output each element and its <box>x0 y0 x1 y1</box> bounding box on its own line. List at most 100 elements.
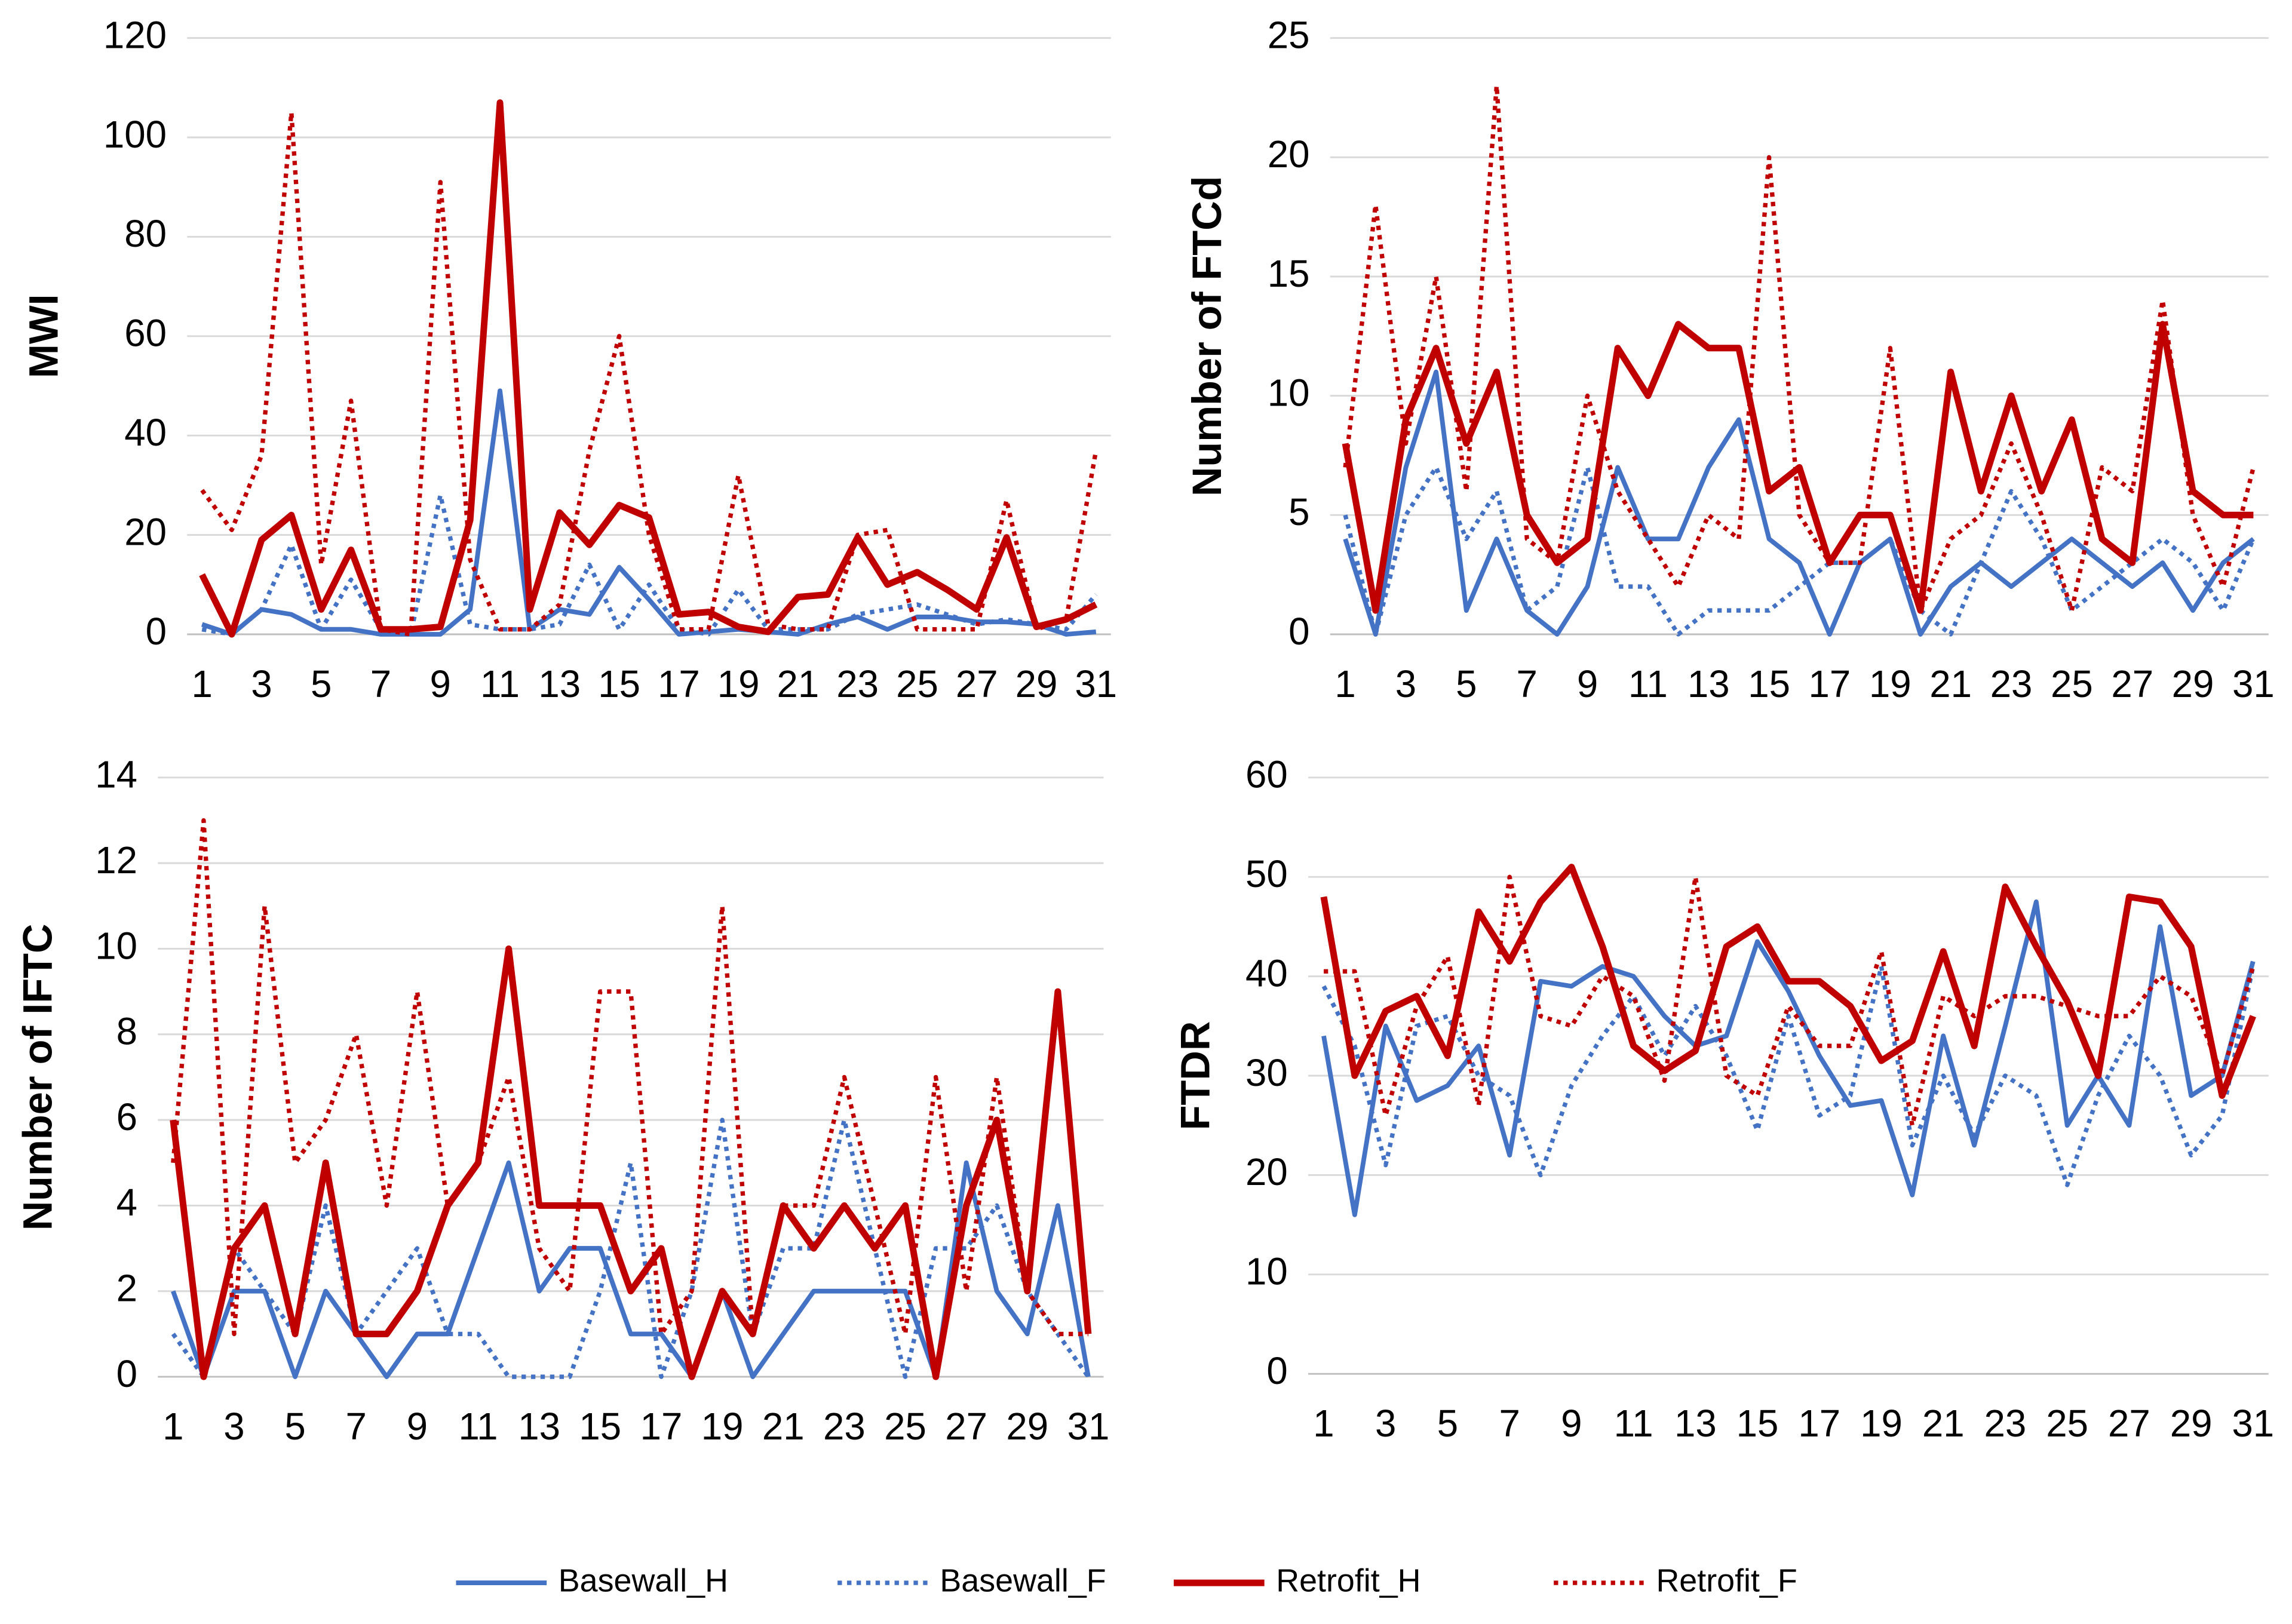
y-tick-label: 20 <box>124 511 167 553</box>
x-tick-label: 25 <box>2051 663 2093 705</box>
x-tick-label: 5 <box>284 1405 305 1448</box>
y-tick-label: 60 <box>124 312 167 355</box>
legend-label: Basewall_H <box>559 1562 728 1598</box>
x-tick-label: 17 <box>640 1405 683 1448</box>
x-tick-label: 27 <box>945 1405 987 1448</box>
x-tick-label: 1 <box>1334 663 1355 705</box>
x-tick-label: 31 <box>1067 1405 1110 1448</box>
y-tick-label: 10 <box>1268 372 1310 414</box>
series-line <box>171 1118 1090 1379</box>
x-tick-label: 11 <box>1614 1402 1653 1445</box>
series-line <box>1324 874 2256 1128</box>
x-tick-label: 13 <box>1687 663 1730 705</box>
x-tick-label: 3 <box>1395 663 1416 705</box>
y-tick-label: 50 <box>1245 853 1288 895</box>
x-tick-label: 21 <box>777 663 820 705</box>
x-tick-label: 25 <box>2046 1402 2088 1445</box>
x-tick-label: 5 <box>1456 663 1477 705</box>
x-tick-label: 7 <box>346 1405 367 1448</box>
x-tick-label: 5 <box>1437 1402 1458 1445</box>
x-tick-label: 23 <box>823 1405 866 1448</box>
y-tick-label: 2 <box>116 1267 137 1310</box>
y-tick-label: 40 <box>1245 952 1288 994</box>
legend-label: Retrofit_H <box>1276 1562 1420 1598</box>
y-tick-label: 12 <box>95 839 137 882</box>
series-line <box>201 493 1098 637</box>
y-tick-label: 6 <box>116 1096 137 1138</box>
y-tick-label: 0 <box>1288 610 1309 653</box>
y-axis-title: Number of FTCd <box>1184 176 1230 497</box>
x-tick-label: 9 <box>430 663 451 705</box>
x-tick-label: 17 <box>1798 1402 1840 1445</box>
x-tick-label: 11 <box>480 663 520 705</box>
x-tick-label: 3 <box>223 1405 244 1448</box>
x-tick-label: 11 <box>1628 663 1668 705</box>
x-tick-label: 1 <box>191 663 212 705</box>
series-line <box>200 110 1099 637</box>
x-tick-label: 27 <box>2111 663 2153 705</box>
x-tick-label: 9 <box>1577 663 1598 705</box>
x-tick-label: 31 <box>1075 663 1117 705</box>
x-tick-label: 19 <box>1869 663 1911 705</box>
x-tick-label: 19 <box>717 663 760 705</box>
y-tick-label: 0 <box>146 610 167 653</box>
y-tick-label: 30 <box>1245 1052 1288 1094</box>
y-tick-label: 10 <box>1245 1251 1288 1293</box>
x-tick-label: 17 <box>1809 663 1851 705</box>
x-tick-label: 7 <box>1499 1402 1520 1445</box>
x-tick-label: 25 <box>884 1405 926 1448</box>
x-tick-label: 1 <box>162 1405 183 1448</box>
x-tick-label: 27 <box>2108 1402 2150 1445</box>
x-tick-label: 31 <box>2232 1402 2274 1445</box>
x-tick-label: 15 <box>579 1405 621 1448</box>
x-tick-label: 5 <box>311 663 332 705</box>
x-tick-label: 13 <box>518 1405 560 1448</box>
series-line <box>1321 964 2256 1187</box>
y-tick-label: 20 <box>1245 1151 1288 1193</box>
x-tick-label: 23 <box>1984 1402 2027 1445</box>
y-tick-label: 15 <box>1268 253 1310 295</box>
series-line <box>199 99 1098 638</box>
x-tick-label: 21 <box>1922 1402 1965 1445</box>
x-tick-label: 15 <box>1736 1402 1779 1445</box>
legend-label: Basewall_F <box>940 1562 1106 1598</box>
y-tick-label: 20 <box>1268 133 1310 176</box>
x-tick-label: 7 <box>370 663 391 705</box>
x-tick-label: 15 <box>598 663 640 705</box>
y-tick-label: 80 <box>124 213 167 255</box>
x-tick-label: 3 <box>251 663 272 705</box>
y-tick-label: 0 <box>116 1353 137 1395</box>
series-line <box>1343 83 2256 613</box>
series-line <box>1321 899 2256 1217</box>
x-tick-label: 23 <box>836 663 879 705</box>
x-tick-label: 9 <box>1561 1402 1582 1445</box>
x-tick-label: 21 <box>1929 663 1972 705</box>
y-tick-label: 5 <box>1288 491 1309 533</box>
y-tick-label: 0 <box>1266 1350 1287 1392</box>
series-line <box>170 945 1092 1380</box>
y-tick-label: 8 <box>116 1011 137 1053</box>
x-tick-label: 11 <box>459 1405 498 1448</box>
series-line <box>1342 321 2254 614</box>
legend-label: Retrofit_F <box>1656 1562 1797 1598</box>
series-line <box>201 388 1097 637</box>
x-tick-label: 7 <box>1516 663 1537 705</box>
y-tick-label: 25 <box>1268 14 1310 56</box>
x-tick-label: 13 <box>538 663 581 705</box>
y-tick-label: 10 <box>95 925 137 967</box>
x-tick-label: 25 <box>896 663 938 705</box>
y-tick-label: 40 <box>124 412 167 454</box>
x-tick-label: 23 <box>1990 663 2033 705</box>
x-tick-label: 29 <box>1015 663 1058 705</box>
series-line <box>171 818 1088 1337</box>
x-tick-label: 1 <box>1313 1402 1334 1445</box>
series-line <box>1343 369 2255 637</box>
x-tick-label: 29 <box>1006 1405 1048 1448</box>
series-line <box>1320 864 2256 1099</box>
x-tick-label: 17 <box>658 663 700 705</box>
y-axis-title: Number of IFTC <box>15 924 61 1231</box>
x-tick-label: 31 <box>2232 663 2275 705</box>
x-tick-label: 15 <box>1748 663 1790 705</box>
x-tick-label: 19 <box>1860 1402 1903 1445</box>
